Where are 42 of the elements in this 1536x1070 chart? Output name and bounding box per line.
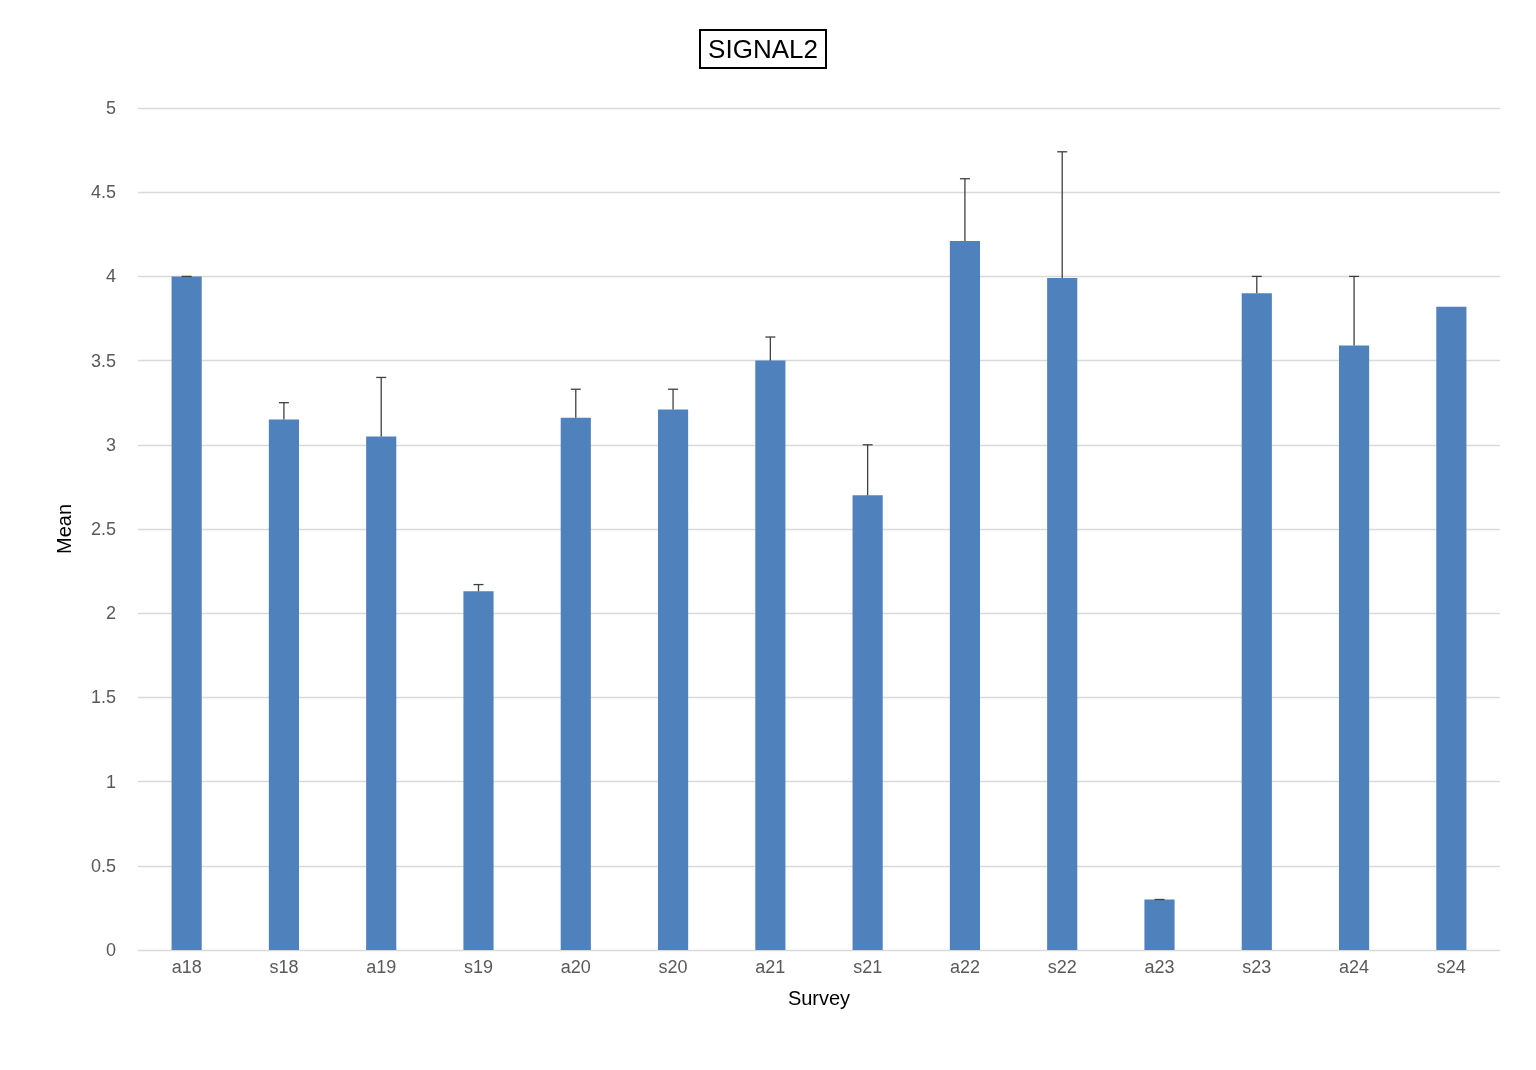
y-tick-label: 1 [105, 771, 116, 792]
y-tick-label: 0 [105, 940, 116, 960]
x-tick-label: a22 [949, 957, 980, 977]
x-axis-title: Survey [787, 987, 851, 1009]
bar [366, 436, 397, 950]
x-tick-label: s21 [853, 957, 883, 977]
bar [171, 276, 202, 950]
x-tick-label: a21 [755, 957, 786, 977]
bar [1241, 293, 1272, 950]
bar [949, 241, 981, 950]
y-tick-label: 1.5 [90, 687, 116, 708]
y-tick-label: 3.5 [90, 350, 116, 371]
x-tick-label: a23 [1144, 957, 1175, 977]
bar [463, 591, 494, 950]
x-tick-label: s19 [463, 957, 494, 977]
x-tick-label: s24 [1436, 957, 1466, 977]
bar [1144, 899, 1175, 950]
x-tick-label: a18 [171, 957, 202, 977]
y-tick-label: 2.5 [90, 519, 116, 539]
bar [560, 417, 591, 950]
y-tick-label: 2 [105, 603, 116, 624]
bar [755, 360, 786, 950]
x-tick-label: a20 [560, 957, 591, 977]
y-tick-label: 5 [105, 98, 116, 118]
y-tick-label: 4.5 [90, 182, 116, 203]
x-tick-label: s22 [1047, 957, 1077, 977]
bar [657, 409, 689, 950]
bar [1436, 306, 1467, 950]
bar [852, 495, 883, 950]
bar [1338, 345, 1370, 950]
x-tick-label: s18 [269, 957, 299, 977]
bar [1047, 278, 1078, 950]
y-axis-title: Mean [53, 503, 75, 555]
y-tick-label: 4 [105, 266, 116, 287]
y-tick-label: 3 [105, 434, 116, 455]
x-tick-label: a19 [366, 957, 397, 977]
chart-title: SIGNAL2 [708, 34, 818, 64]
x-tick-label: a24 [1339, 957, 1370, 977]
x-tick-label: s23 [1242, 957, 1272, 977]
x-tick-label: s20 [658, 957, 688, 977]
y-tick-label: 0.5 [90, 855, 116, 876]
bar [268, 419, 300, 950]
